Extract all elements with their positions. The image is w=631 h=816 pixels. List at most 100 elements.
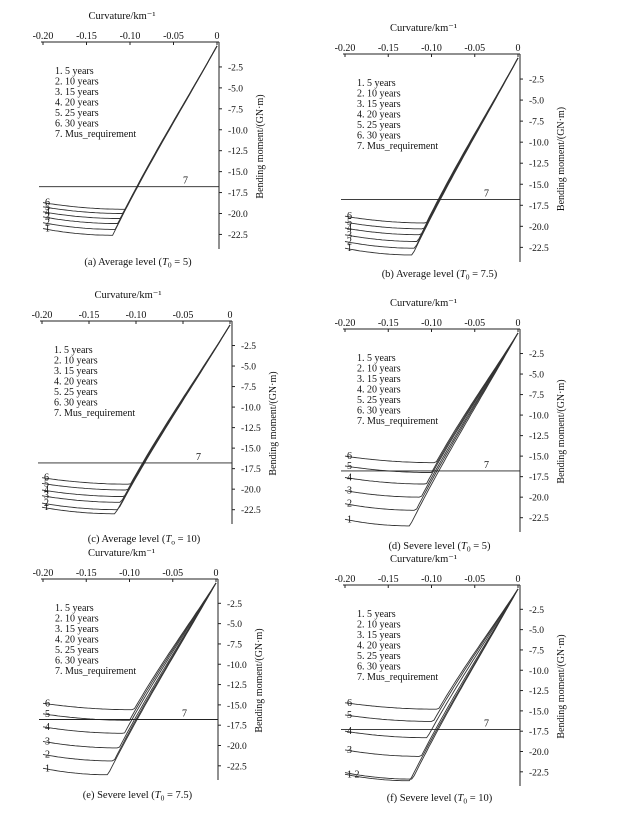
curve-series-5 [344,332,519,473]
legend-entry-7: 7. Mus_requirement [55,666,136,677]
curve-series-6 [344,57,519,224]
x-tick-label: 0 [214,568,219,579]
legend-entry-2: 2. 10 years [357,620,401,631]
x-axis-title: Curvature/km⁻¹ [390,298,457,309]
y-tick-label: -17.5 [529,728,549,738]
x-tick-label: -0.20 [33,31,54,42]
x-tick-label: -0.20 [32,310,53,321]
panel-caption: (b) Average level (T0 = 7.5) [382,269,498,282]
curve-label-3: 3 [347,745,352,756]
legend-entry-6: 6. 30 years [357,406,401,417]
legend-entry-5: 5. 25 years [55,108,99,119]
x-tick-label: -0.10 [126,310,147,321]
panel-caption: (c) Average level (To = 10) [88,534,201,547]
y-tick-label: -12.5 [529,432,549,442]
legend-entry-3: 3. 15 years [357,374,401,385]
curve-label-4: 4 [45,207,50,218]
legend-entry-3: 3. 15 years [55,624,99,635]
curve-label-1: 1 [347,514,352,525]
y-tick-label: -2.5 [529,606,544,616]
curve-series-1 [344,332,519,527]
y-tick-label: -7.5 [529,646,544,656]
legend-entry-1: 1. 5 years [54,345,93,356]
legend-entry-1: 1. 5 years [357,353,396,364]
x-tick-label: -0.10 [421,43,442,54]
legend-entry-4: 4. 20 years [55,635,99,646]
x-tick-label: 0 [516,318,521,329]
y-tick-label: -2.5 [529,76,544,86]
y-tick-label: -2.5 [228,63,243,73]
curve-label-5: 5 [44,478,49,489]
x-tick-label: -0.15 [378,318,399,329]
y-tick-label: -10.0 [529,412,549,422]
y-tick-label: -20.0 [529,748,549,758]
y-tick-label: -10.0 [241,404,261,414]
requirement-line-label: 7 [182,709,187,720]
legend-entry-6: 6. 30 years [54,398,98,409]
curve-series-2 [42,582,217,762]
legend-entry-4: 4. 20 years [357,641,401,652]
y-tick-label: -7.5 [529,118,544,128]
x-tick-label: 0 [516,43,521,54]
curve-label-2: 2 [347,236,352,247]
y-tick-label: -15.0 [529,453,549,463]
curve-label-4: 4 [45,722,50,733]
x-tick-label: -0.15 [378,43,399,54]
legend-entry-4: 4. 20 years [357,110,401,121]
curve-label-1: 1 2 [347,769,360,780]
curve-series-2 [344,588,519,780]
curve-series-3 [344,332,519,498]
curve-series-6 [41,324,231,485]
x-tick-label: -0.15 [76,568,97,579]
y-tick-label: -5.0 [529,97,544,107]
x-tick-label: -0.05 [173,310,194,321]
curve-label-1: 1 [45,763,50,774]
legend-entry-2: 2. 10 years [55,614,99,625]
legend-entry-6: 6. 30 years [55,656,99,667]
curve-series-4 [344,332,519,485]
curve-label-3: 3 [45,736,50,747]
curve-label-6: 6 [45,198,50,209]
curve-series-2 [344,332,519,511]
x-tick-label: -0.10 [119,568,140,579]
panel-caption: (f) Severe level (T0 = 10) [387,793,493,806]
x-tick-label: -0.15 [76,31,97,42]
x-axis-title: Curvature/km⁻¹ [88,11,155,22]
chart-panel-3: Curvature/km⁻¹ -0.20 -0.15 -0.10 -0.05 0 -2.5 -… [32,290,279,547]
curve-label-2: 2 [45,749,50,760]
legend-entry-3: 3. 15 years [55,87,99,98]
curve-label-5: 5 [347,710,352,721]
x-axis-title: Curvature/km⁻¹ [390,554,457,565]
chart-panel-2: Curvature/km⁻¹ -0.20 -0.15 -0.10 -0.05 0 -2.5 -… [335,23,567,282]
y-tick-label: -7.5 [227,640,242,650]
curve-label-6: 6 [347,211,352,222]
legend-entry-1: 1. 5 years [357,78,396,89]
y-tick-label: -17.5 [241,465,261,475]
y-axis-title: Bending moment/(GN·m) [556,634,567,738]
curve-label-4: 4 [347,726,352,737]
x-tick-label: -0.05 [162,568,183,579]
y-tick-label: -7.5 [529,391,544,401]
curve-label-5: 5 [45,202,50,213]
y-tick-label: -17.5 [228,189,248,199]
curve-label-5: 5 [347,217,352,228]
legend-entry-3: 3. 15 years [54,366,98,377]
y-tick-label: -5.0 [228,84,243,94]
y-tick-label: -20.0 [227,742,247,752]
panel-caption: (e) Severe level (T0 = 7.5) [83,790,193,803]
x-tick-label: -0.05 [163,31,184,42]
y-tick-label: -12.5 [227,681,247,691]
y-tick-label: -17.5 [227,722,247,732]
y-tick-label: -12.5 [529,160,549,170]
y-tick-label: -15.0 [529,707,549,717]
legend-entry-6: 6. 30 years [357,662,401,673]
y-tick-label: -15.0 [529,181,549,191]
curve-series-6 [42,582,217,711]
curve-label-6: 6 [45,698,50,709]
panel-caption: (d) Severe level (T0 = 5) [388,541,491,554]
y-tick-label: -2.5 [241,342,256,352]
y-tick-label: -7.5 [241,383,256,393]
legend-entry-5: 5. 25 years [55,645,99,656]
legend-entry-7: 7. Mus_requirement [357,672,438,683]
y-tick-label: -15.0 [227,701,247,711]
